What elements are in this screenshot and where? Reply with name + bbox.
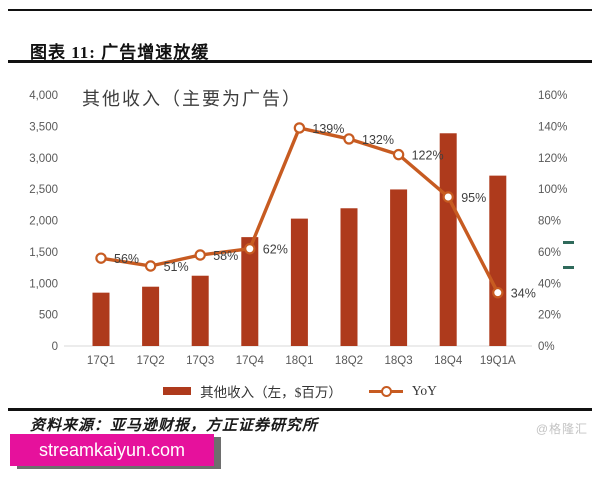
svg-text:3,000: 3,000: [29, 153, 58, 165]
svg-text:3,500: 3,500: [29, 121, 58, 133]
svg-text:1,500: 1,500: [29, 247, 58, 259]
chart-title: 其他收入（主要为广告）: [82, 89, 302, 109]
line-legend-marker-icon: [380, 386, 392, 397]
caption-rule: [8, 60, 592, 63]
svg-text:100%: 100%: [538, 184, 567, 196]
svg-text:1,000: 1,000: [29, 278, 58, 290]
source-note: 资料来源：亚马逊财报，方正证券研究所: [30, 418, 319, 434]
svg-text:17Q2: 17Q2: [137, 355, 165, 367]
line-legend-swatch: [368, 386, 403, 397]
bar-legend-label: 其他收入（左，$百万）: [200, 385, 342, 400]
line-legend-label: YoY: [411, 383, 437, 398]
svg-text:40%: 40%: [538, 278, 561, 290]
svg-text:120%: 120%: [538, 153, 567, 165]
svg-text:0: 0: [52, 341, 58, 353]
svg-text:95%: 95%: [461, 191, 486, 205]
teal-dash-marker: [563, 241, 574, 244]
svg-text:20%: 20%: [538, 310, 561, 322]
svg-text:58%: 58%: [213, 249, 238, 263]
svg-text:18Q1: 18Q1: [285, 355, 313, 367]
svg-text:18Q4: 18Q4: [434, 355, 463, 367]
svg-text:17Q4: 17Q4: [236, 355, 265, 367]
svg-text:34%: 34%: [511, 287, 536, 301]
teal-dash-marker: [563, 266, 574, 269]
svg-text:132%: 132%: [362, 133, 394, 147]
svg-text:2,000: 2,000: [29, 216, 58, 228]
top-rule: [8, 9, 592, 11]
watermark: streamkaiyun.com: [10, 434, 214, 466]
svg-text:19Q1A: 19Q1A: [480, 355, 516, 367]
bottom-rule: [8, 408, 592, 411]
svg-text:62%: 62%: [263, 243, 288, 257]
svg-text:500: 500: [39, 310, 58, 322]
chart-legend: 其他收入（左，$百万） YoY: [0, 381, 600, 401]
svg-text:60%: 60%: [538, 247, 561, 259]
svg-text:80%: 80%: [538, 216, 561, 228]
attribution: @格隆汇: [535, 422, 588, 436]
bar-legend-swatch: [163, 387, 192, 395]
svg-text:17Q3: 17Q3: [186, 355, 214, 367]
svg-text:140%: 140%: [538, 121, 567, 133]
svg-text:122%: 122%: [412, 149, 444, 163]
svg-text:2,500: 2,500: [29, 184, 58, 196]
svg-text:51%: 51%: [164, 260, 189, 274]
svg-text:4,000: 4,000: [29, 90, 58, 102]
svg-text:56%: 56%: [114, 252, 139, 266]
svg-text:18Q2: 18Q2: [335, 355, 363, 367]
svg-text:17Q1: 17Q1: [87, 355, 115, 367]
figure-caption: 图表 11: 广告增速放缓: [30, 43, 210, 62]
svg-text:18Q3: 18Q3: [385, 355, 413, 367]
svg-text:139%: 139%: [312, 122, 344, 136]
svg-text:0%: 0%: [538, 341, 555, 353]
svg-text:160%: 160%: [538, 90, 567, 102]
